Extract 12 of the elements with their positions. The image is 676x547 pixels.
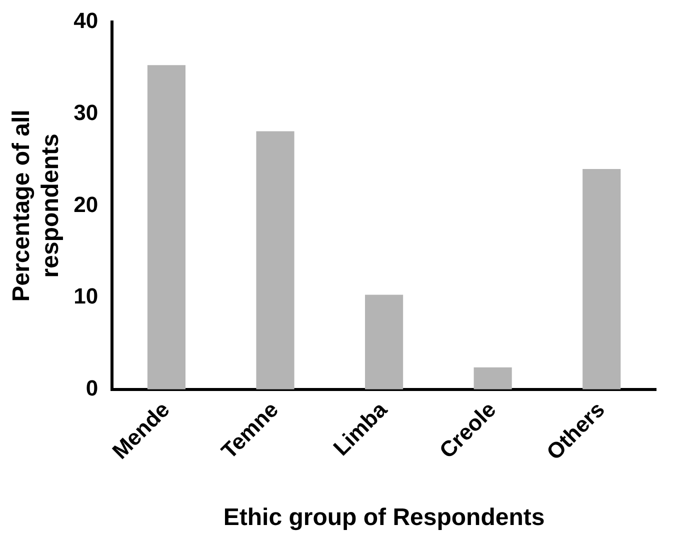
bar <box>147 65 186 390</box>
y-tick-label: 20 <box>74 192 98 217</box>
bar <box>365 294 404 390</box>
x-axis-title: Ethic group of Respondents <box>223 504 545 532</box>
y-tick-label: 30 <box>74 100 98 125</box>
y-tick-label: 40 <box>74 8 98 34</box>
bar <box>256 131 294 390</box>
y-axis-title: Percentage of all respondents <box>8 110 64 302</box>
y-tick-label: 10 <box>74 284 98 309</box>
bar <box>582 168 621 390</box>
bar <box>474 367 512 390</box>
y-tick-label: 0 <box>86 375 98 400</box>
